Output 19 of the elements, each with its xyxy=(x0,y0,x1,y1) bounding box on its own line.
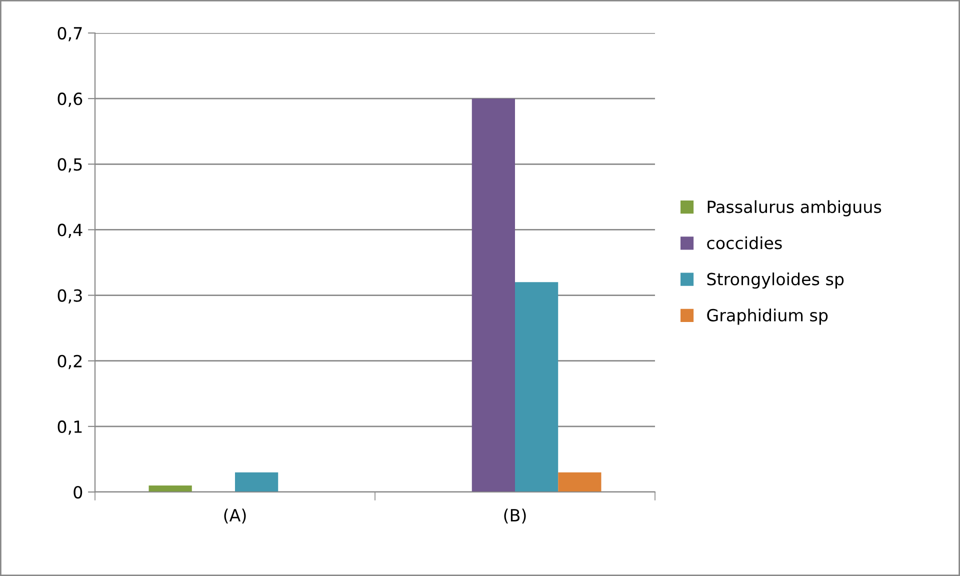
y-tick-label: 0,4 xyxy=(58,224,82,238)
bar xyxy=(472,98,515,492)
bar xyxy=(148,485,192,492)
legend-label: Passalurus ambiguus xyxy=(708,200,882,216)
legend-label: Strongyloides sp xyxy=(707,272,844,289)
legend-label: Graphidium sp xyxy=(707,308,828,325)
bar xyxy=(515,282,558,492)
y-tick-label: 0,5 xyxy=(58,158,82,172)
bar xyxy=(235,472,278,492)
x-tick-label: (B) xyxy=(504,508,526,524)
y-tick-label: 0,7 xyxy=(58,26,82,42)
bar xyxy=(558,472,602,492)
y-tick-label: 0,1 xyxy=(58,420,82,435)
y-tick-label: 0,2 xyxy=(58,354,82,370)
legend-label: coccidies xyxy=(707,236,782,250)
y-tick-label: 0 xyxy=(74,486,82,499)
x-tick-label: (A) xyxy=(224,508,246,524)
y-tick-label: 0,6 xyxy=(58,92,82,107)
y-tick-label: 0,3 xyxy=(58,289,82,304)
